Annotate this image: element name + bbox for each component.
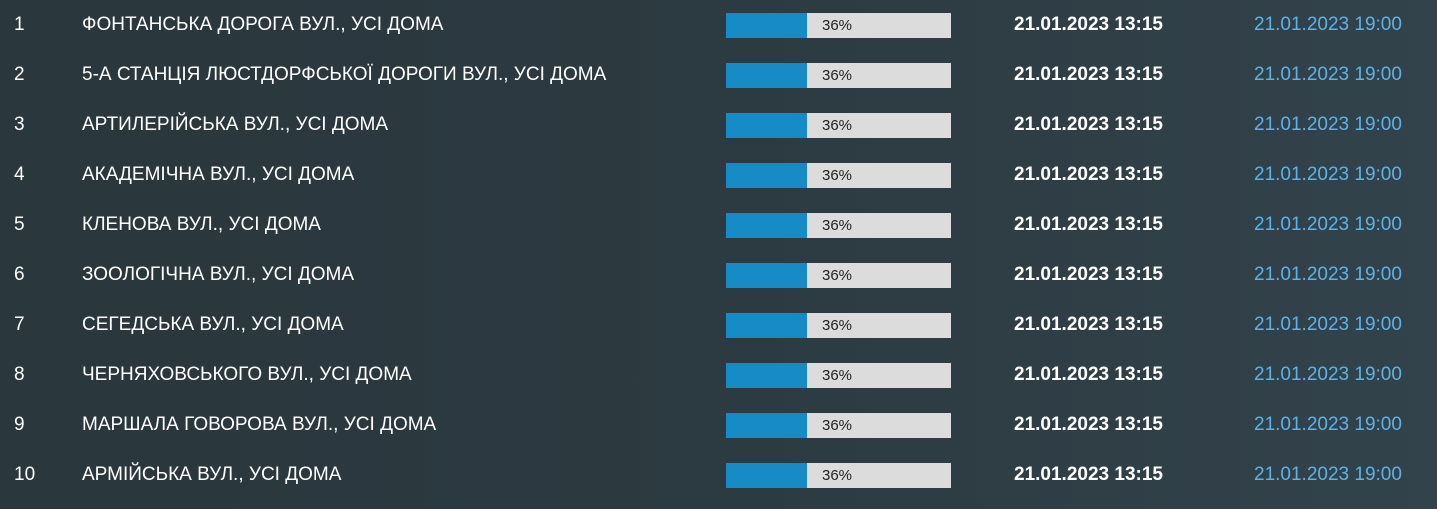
row-number: 8 [14,364,25,385]
street-name: АРМІЙСЬКА ВУЛ., УСІ ДОМА [82,464,342,485]
progress-bar: 36% [726,113,951,138]
progress-fill [726,13,807,38]
table-row: 3 АРТИЛЕРІЙСЬКА ВУЛ., УСІ ДОМА 36% 21.01… [0,100,1437,150]
start-time: 21.01.2023 13:15 [1014,164,1163,185]
progress-fill [726,63,807,88]
street-name: СЕГЕДСЬКА ВУЛ., УСІ ДОМА [82,314,344,335]
table-row: 10 АРМІЙСЬКА ВУЛ., УСІ ДОМА 36% 21.01.20… [0,450,1437,500]
progress-bar: 36% [726,13,951,38]
table-row: 6 ЗООЛОГІЧНА ВУЛ., УСІ ДОМА 36% 21.01.20… [0,250,1437,300]
progress-bar: 36% [726,363,951,388]
start-time: 21.01.2023 13:15 [1014,64,1163,85]
street-name: ЗООЛОГІЧНА ВУЛ., УСІ ДОМА [82,264,355,285]
progress-bar: 36% [726,263,951,288]
progress-fill [726,213,807,238]
progress-fill [726,263,807,288]
progress-bar: 36% [726,413,951,438]
progress-bar: 36% [726,63,951,88]
street-name: АРТИЛЕРІЙСЬКА ВУЛ., УСІ ДОМА [82,114,388,135]
table-row: 1 ФОНТАНСЬКА ДОРОГА ВУЛ., УСІ ДОМА 36% 2… [0,0,1437,50]
start-time: 21.01.2023 13:15 [1014,414,1163,435]
street-name: ЧЕРНЯХОВСЬКОГО ВУЛ., УСІ ДОМА [82,364,412,385]
start-time: 21.01.2023 13:15 [1014,14,1163,35]
row-number: 4 [14,164,25,185]
progress-fill [726,363,807,388]
street-name: ФОНТАНСЬКА ДОРОГА ВУЛ., УСІ ДОМА [82,14,444,35]
start-time: 21.01.2023 13:15 [1014,214,1163,235]
table-row: 5 КЛЕНОВА ВУЛ., УСІ ДОМА 36% 21.01.2023 … [0,200,1437,250]
street-name: МАРШАЛА ГОВОРОВА ВУЛ., УСІ ДОМА [82,414,437,435]
start-time: 21.01.2023 13:15 [1014,264,1163,285]
row-number: 3 [14,114,25,135]
table-row: 8 ЧЕРНЯХОВСЬКОГО ВУЛ., УСІ ДОМА 36% 21.0… [0,350,1437,400]
table-row: 2 5-А СТАНЦІЯ ЛЮСТДОРФСЬКОЇ ДОРОГИ ВУЛ.,… [0,50,1437,100]
progress-label: 36% [822,417,853,434]
progress-label: 36% [822,67,853,84]
progress-label: 36% [822,267,853,284]
street-name: АКАДЕМІЧНА ВУЛ., УСІ ДОМА [82,164,355,185]
row-number: 10 [14,464,36,485]
end-time: 21.01.2023 19:00 [1254,214,1402,235]
progress-bar: 36% [726,213,951,238]
end-time: 21.01.2023 19:00 [1254,314,1402,335]
street-name: КЛЕНОВА ВУЛ., УСІ ДОМА [82,214,321,235]
start-time: 21.01.2023 13:15 [1014,114,1163,135]
progress-label: 36% [822,117,853,134]
progress-bar: 36% [726,163,951,188]
row-number: 9 [14,414,25,435]
table-row: 4 АКАДЕМІЧНА ВУЛ., УСІ ДОМА 36% 21.01.20… [0,150,1437,200]
progress-bar: 36% [726,463,951,488]
progress-fill [726,113,807,138]
end-time: 21.01.2023 19:00 [1254,264,1402,285]
progress-label: 36% [822,167,853,184]
end-time: 21.01.2023 19:00 [1254,64,1402,85]
end-time: 21.01.2023 19:00 [1254,364,1402,385]
progress-label: 36% [822,317,853,334]
end-time: 21.01.2023 19:00 [1254,114,1402,135]
progress-fill [726,463,807,488]
start-time: 21.01.2023 13:15 [1014,314,1163,335]
progress-label: 36% [822,217,853,234]
progress-label: 36% [822,367,853,384]
progress-fill [726,313,807,338]
start-time: 21.01.2023 13:15 [1014,464,1163,485]
end-time: 21.01.2023 19:00 [1254,414,1402,435]
row-number: 7 [14,314,25,335]
start-time: 21.01.2023 13:15 [1014,364,1163,385]
end-time: 21.01.2023 19:00 [1254,464,1402,485]
row-number: 2 [14,64,25,85]
table-row: 9 МАРШАЛА ГОВОРОВА ВУЛ., УСІ ДОМА 36% 21… [0,400,1437,450]
street-name: 5-А СТАНЦІЯ ЛЮСТДОРФСЬКОЇ ДОРОГИ ВУЛ., У… [82,64,607,85]
row-number: 5 [14,214,25,235]
table-row: 7 СЕГЕДСЬКА ВУЛ., УСІ ДОМА 36% 21.01.202… [0,300,1437,350]
row-number: 6 [14,264,25,285]
progress-fill [726,413,807,438]
row-number: 1 [14,14,25,35]
end-time: 21.01.2023 19:00 [1254,14,1402,35]
progress-fill [726,163,807,188]
progress-label: 36% [822,467,853,484]
progress-bar: 36% [726,313,951,338]
end-time: 21.01.2023 19:00 [1254,164,1402,185]
progress-label: 36% [822,17,853,34]
